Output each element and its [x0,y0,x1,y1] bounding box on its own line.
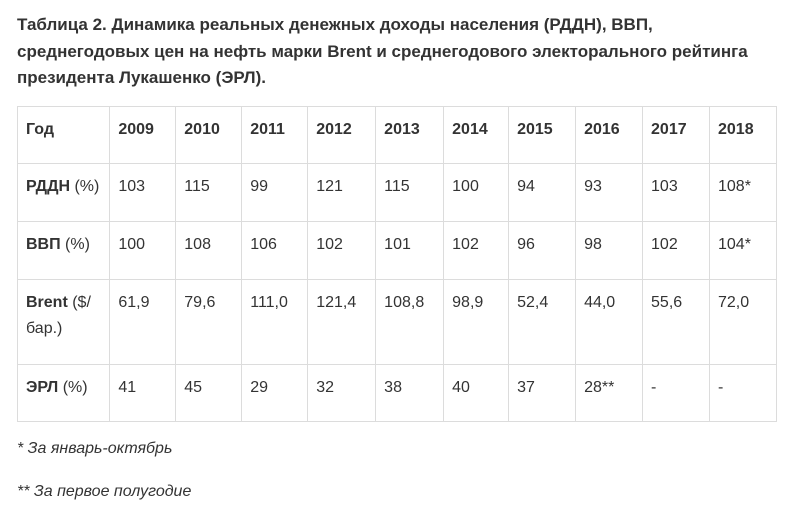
table-cell: 102 [307,221,377,280]
table-cell: 32 [307,364,377,422]
table-cell: 121,4 [307,279,377,365]
table-cell: 100 [443,163,510,222]
table-cell: 96 [508,221,577,280]
table-row: ЭРЛ (%) 41 45 29 32 38 40 37 28** - - [16,364,777,422]
table-cell: 28** [575,364,644,422]
table-cell: 108,8 [375,279,445,365]
table-cell: 103 [642,163,710,222]
row-unit: (%) [58,379,88,396]
header-cell: 2011 [241,106,309,164]
table-cell: 40 [443,364,510,422]
table-cell: 104* [709,221,777,280]
header-cell: 2013 [375,106,445,164]
table-cell: 100 [109,221,177,280]
table-cell: 94 [508,163,577,222]
table-cell: 106 [241,221,309,280]
table-cell: 72,0 [709,279,777,365]
table-cell: 45 [175,364,243,422]
row-label: ЭРЛ [26,379,59,396]
table-cell: 111,0 [241,279,309,365]
table-cell: 41 [109,364,177,422]
table-cell: 102 [642,221,710,280]
table-caption: Таблица 2. Динамика реальных денежных до… [17,15,748,87]
table-cell: 103 [109,163,177,222]
table-cell: 38 [375,364,445,422]
row-label-cell: РДДН (%) [16,163,111,222]
row-label-cell: ЭРЛ (%) [16,364,111,422]
header-cell: 2009 [109,106,177,164]
table-cell: 101 [375,221,445,280]
header-cell: Год [16,106,111,164]
row-unit: ($/бар.) [26,294,91,337]
table-cell: 93 [575,163,644,222]
table-row: РДДН (%) 103 115 99 121 115 100 94 93 10… [16,163,777,222]
footnote-second: ** За первое полугодие [17,483,192,500]
table-cell: 108 [175,221,243,280]
table-cell: 115 [375,163,445,222]
header-cell: 2015 [508,106,577,164]
header-cell: 2012 [307,106,377,164]
table-header-row: Год 2009 2010 2011 2012 2013 2014 2015 2… [16,106,777,164]
table-cell: 79,6 [175,279,243,365]
table-cell: 98 [575,221,644,280]
table-cell: 55,6 [642,279,710,365]
table-cell: 102 [443,221,510,280]
table-cell: - [642,364,710,422]
table-cell: 44,0 [575,279,644,365]
table-cell: 99 [241,163,309,222]
table-cell: 98,9 [443,279,510,365]
table-cell: 29 [241,364,309,422]
table-cell: 115 [175,163,243,222]
table-cell: 61,9 [109,279,177,365]
table-cell: 108* [709,163,777,222]
table-cell: - [709,364,777,422]
header-cell: 2010 [175,106,243,164]
data-table: Год 2009 2010 2011 2012 2013 2014 2015 2… [16,106,777,422]
row-label: Brent [26,294,68,311]
table-cell: 52,4 [508,279,577,365]
table-cell: 37 [508,364,577,422]
row-label: ВВП [26,236,61,253]
table-cell: 121 [307,163,377,222]
header-cell: 2014 [443,106,510,164]
header-cell: 2016 [575,106,644,164]
row-label-cell: Brent ($/бар.) [16,279,111,365]
footnote-first: * За январь-октябрь [17,440,173,457]
row-unit: (%) [70,178,100,195]
row-unit: (%) [60,236,90,253]
header-cell: 2017 [642,106,710,164]
table-row: Brent ($/бар.) 61,9 79,6 111,0 121,4 108… [16,279,777,365]
table-row: ВВП (%) 100 108 106 102 101 102 96 98 10… [16,221,777,280]
header-cell: 2018 [709,106,777,164]
row-label: РДДН [26,178,71,195]
row-label-cell: ВВП (%) [16,221,111,280]
